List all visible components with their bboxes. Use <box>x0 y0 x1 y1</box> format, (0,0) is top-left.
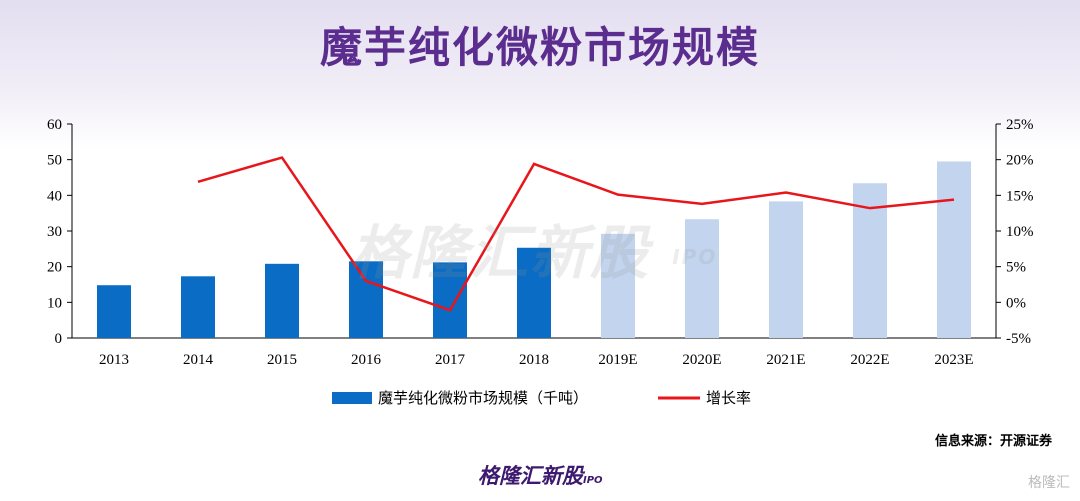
x-tick-label: 2020E <box>682 352 721 368</box>
watermark-text: 格隆汇新股 <box>350 219 651 287</box>
left-tick-label: 50 <box>47 153 62 169</box>
right-tick-label: 10% <box>1006 224 1034 240</box>
corner-logo: 格隆汇 <box>1028 475 1070 491</box>
chart-title: 魔芋纯化微粉市场规模 <box>319 23 760 72</box>
bar <box>601 233 635 338</box>
bar <box>97 285 131 338</box>
x-tick-label: 2021E <box>766 352 805 368</box>
x-tick-label: 2017 <box>435 352 466 368</box>
x-tick-label: 2019E <box>598 352 637 368</box>
source-note: 信息来源：开源证券 <box>934 434 1052 449</box>
bar <box>433 262 467 338</box>
left-tick-label: 20 <box>47 260 62 276</box>
right-tick-label: 0% <box>1006 295 1026 311</box>
x-tick-label: 2014 <box>183 352 214 368</box>
watermark: 格隆汇新股 IPO <box>350 206 717 290</box>
legend-line-label: 增长率 <box>706 389 751 407</box>
left-tick-label: 0 <box>55 331 63 347</box>
bar <box>769 201 803 338</box>
x-tick-label: 2013 <box>99 352 129 368</box>
brand-sub: IPO <box>583 475 603 486</box>
left-tick-label: 60 <box>47 117 62 133</box>
x-tick-label: 2015 <box>267 352 297 368</box>
bar <box>685 219 719 338</box>
bar <box>181 276 215 338</box>
legend-bar-label: 魔芋纯化微粉市场规模（千吨） <box>378 389 588 407</box>
bar <box>265 263 299 338</box>
x-tick-label: 2022E <box>850 352 889 368</box>
right-tick-label: -5% <box>1006 331 1031 347</box>
right-tick-label: 15% <box>1006 188 1034 204</box>
brand-logo: 格隆汇新股IPO <box>478 460 603 490</box>
legend-bar-swatch <box>332 392 372 404</box>
right-tick-label: 20% <box>1006 153 1034 169</box>
right-tick-label: 25% <box>1006 117 1034 133</box>
x-tick-label: 2023E <box>934 352 973 368</box>
x-tick-label: 2018 <box>519 352 549 368</box>
left-tick-label: 30 <box>47 224 62 240</box>
left-tick-label: 40 <box>47 188 62 204</box>
bar <box>517 247 551 338</box>
watermark-sub: IPO <box>672 244 718 269</box>
brand-text: 格隆汇新股 <box>478 464 583 488</box>
bar <box>937 161 971 338</box>
growth-rate-line <box>197 156 955 312</box>
bar <box>349 261 383 338</box>
x-tick-label: 2016 <box>351 352 382 368</box>
right-tick-label: 5% <box>1006 260 1026 276</box>
left-tick-label: 10 <box>47 295 62 311</box>
